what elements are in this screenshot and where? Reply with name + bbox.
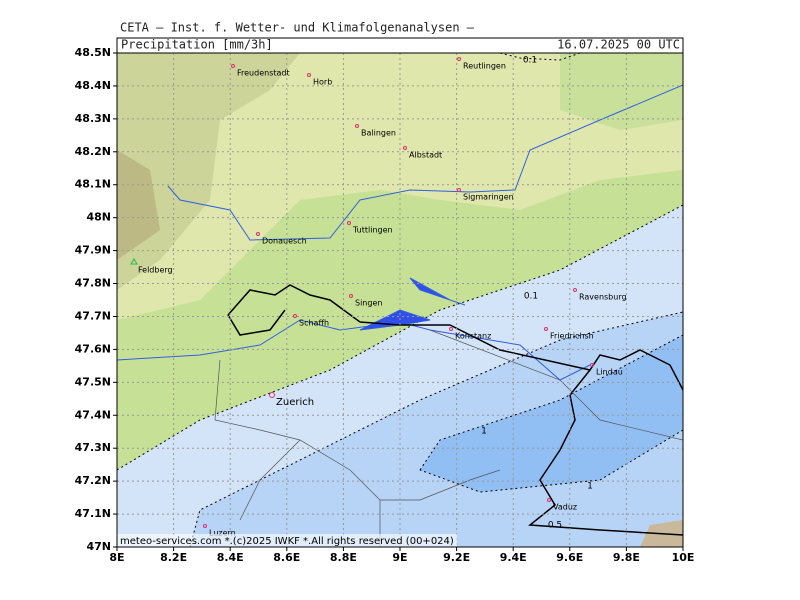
field-dry <box>117 53 300 290</box>
lon-label: 8.2E <box>160 551 187 564</box>
city-label: Friedrichsh <box>550 332 594 341</box>
city-label: Tuttlingen <box>352 226 393 235</box>
city-marker <box>269 392 275 398</box>
city-label: Lindau <box>596 368 623 377</box>
lat-label: 47.9N <box>75 244 111 257</box>
city-marker <box>349 294 353 298</box>
city-marker <box>573 288 577 292</box>
border-at-ch <box>528 369 683 536</box>
city-label: Freudenstadt <box>237 69 290 78</box>
peak-marker <box>130 258 138 265</box>
city-label: Balingen <box>361 129 396 138</box>
lon-label: 9.2E <box>443 551 470 564</box>
lon-label: 9.8E <box>613 551 640 564</box>
city-label: Vaduz <box>553 503 577 512</box>
city-label: Zuerich <box>276 397 314 408</box>
city-marker <box>307 73 311 77</box>
valid-time: 16.07.2025 00 UTC <box>557 38 680 52</box>
lon-label: 9.4E <box>500 551 527 564</box>
lat-label: 47.5N <box>75 375 111 388</box>
contour-01-top <box>499 53 581 61</box>
border-sh <box>227 309 286 336</box>
field-dry-core <box>117 150 160 260</box>
field-title: Precipitation [mm/3h] <box>121 38 273 52</box>
city-label: Singen <box>355 299 382 308</box>
map-area: Freudenstadt Horb Reutlingen Balingen Albsta… <box>117 53 683 547</box>
lat-label: 47.3N <box>75 441 111 454</box>
city-label: Albstadt <box>409 151 442 160</box>
field-blue-1 <box>420 335 683 492</box>
lake-constance <box>359 277 466 331</box>
lat-label: 47.2N <box>75 474 111 487</box>
lat-label: 47.6N <box>75 342 111 355</box>
border-de <box>227 284 683 391</box>
footer: meteo-services.com *.(c)2025 IWKF *.All … <box>120 536 454 547</box>
lat-label: 48.5N <box>75 46 111 59</box>
lon-label: 8E <box>109 551 124 564</box>
city-marker <box>403 146 407 150</box>
city-label: Feldberg <box>138 266 173 275</box>
city-marker <box>256 232 260 236</box>
lat-label: 48N <box>86 211 111 224</box>
city-marker <box>457 57 461 61</box>
cantons <box>214 329 683 547</box>
footer-bg <box>117 534 457 547</box>
contour-label: 0.5 <box>548 521 562 531</box>
contour-label: 0.1 <box>523 56 537 66</box>
field-blue-05 <box>190 312 683 547</box>
city-marker <box>449 327 453 331</box>
city-label: Luzern <box>209 529 236 538</box>
city-marker <box>347 221 351 225</box>
lat-label: 48.1N <box>75 178 111 191</box>
city-label: Ravensburg <box>579 293 627 302</box>
contour-label: 0.1 <box>524 292 538 302</box>
lon-label: 8.4E <box>217 551 244 564</box>
lon-label: 9.6E <box>556 551 583 564</box>
city-marker <box>231 64 235 68</box>
city-label: Schaffh <box>299 319 329 328</box>
city-marker <box>590 363 594 367</box>
lat-label: 47.7N <box>75 309 111 322</box>
city-marker <box>355 124 359 128</box>
axes: 48.5N 48.4N 48.3N 48.2N 48.1N 48N 47.9N 47.8N 47… <box>75 46 695 564</box>
lon-label: 9E <box>392 551 407 564</box>
lat-label: 47.8N <box>75 277 111 290</box>
city-marker <box>547 498 551 502</box>
city-marker <box>203 524 207 528</box>
institute-title: CETA – Inst. f. Wetter- und Klimafolgena… <box>120 21 475 35</box>
lat-label: 48.2N <box>75 145 111 158</box>
river-danube <box>167 84 683 241</box>
lat-label: 48.3N <box>75 112 111 125</box>
city-marker <box>293 314 297 318</box>
contour-01 <box>117 204 683 471</box>
contour-05 <box>189 311 683 547</box>
contour-label: 1 <box>587 482 593 492</box>
contour-label: 1 <box>481 427 487 437</box>
lon-label: 8.6E <box>273 551 300 564</box>
places: Freudenstadt Horb Reutlingen Balingen Albsta… <box>130 57 627 538</box>
contour-labels: 0.1 0.1 1 1 0.5 <box>481 56 593 531</box>
city-label: Reutlingen <box>463 62 506 71</box>
city-label: Konstanz <box>455 332 491 341</box>
lon-label: 8.8E <box>330 551 357 564</box>
lon-label: 10E <box>672 551 695 564</box>
lat-label: 47.1N <box>75 507 111 520</box>
lat-label: 47N <box>86 540 111 553</box>
city-label: Horb <box>313 78 332 87</box>
graticule <box>117 53 683 547</box>
city-label: Sigmaringen <box>463 193 514 202</box>
lat-label: 48.4N <box>75 79 111 92</box>
city-marker <box>544 327 548 331</box>
lat-label: 47.4N <box>75 408 111 421</box>
city-marker <box>457 188 461 192</box>
field-green-ne <box>560 53 683 130</box>
city-label: Donauesch <box>262 237 307 246</box>
